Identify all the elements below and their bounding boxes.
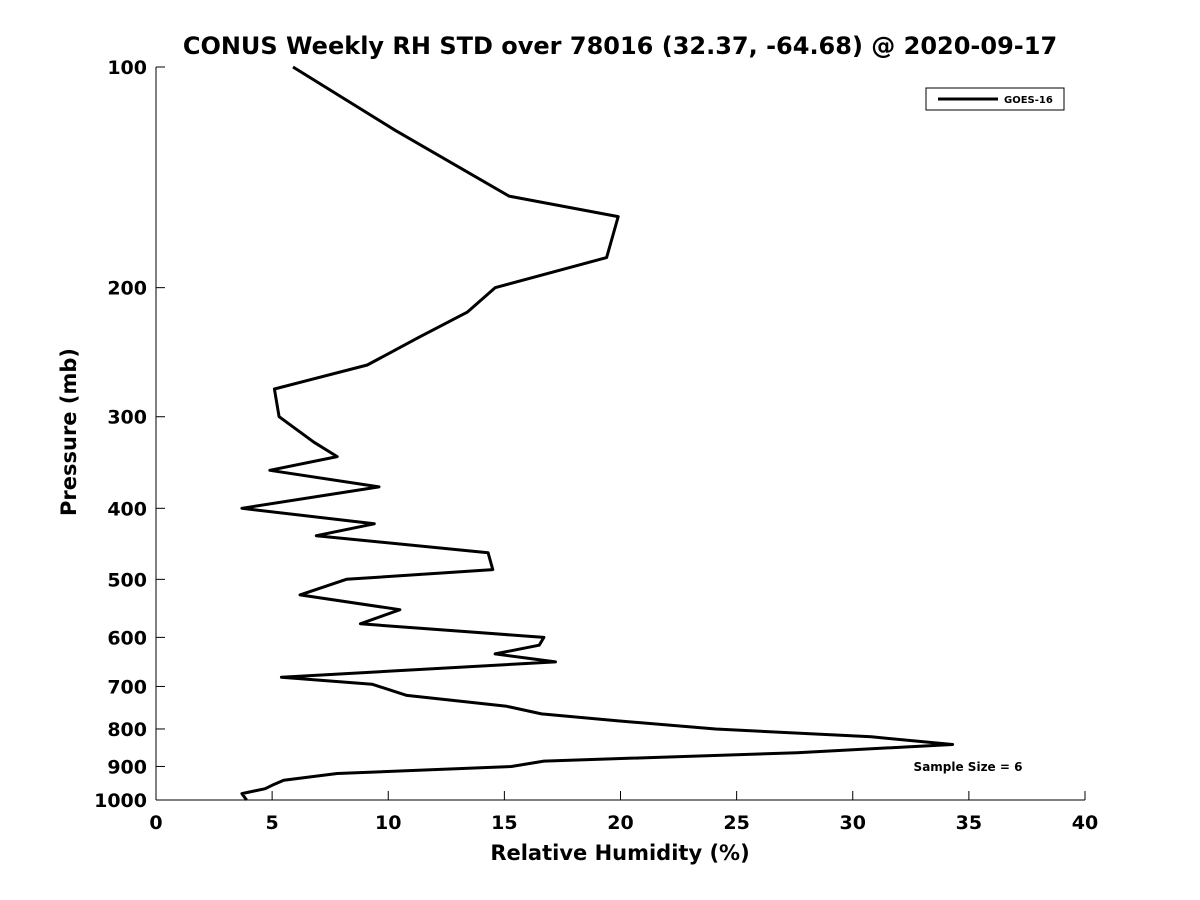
x-tick-label: 10 [375, 812, 401, 834]
series-line-goes-16 [240, 65, 955, 801]
x-tick-label: 15 [491, 812, 517, 834]
chart-title: CONUS Weekly RH STD over 78016 (32.37, -… [183, 32, 1057, 60]
x-tick-label: 0 [149, 812, 162, 834]
y-tick-label: 400 [107, 498, 147, 520]
x-tick-label: 35 [956, 812, 982, 834]
y-tick-label: 1000 [94, 790, 147, 812]
legend-entry-label: GOES-16 [1004, 95, 1053, 106]
y-axis-label: Pressure (mb) [57, 348, 81, 516]
sample-size-annotation: Sample Size = 6 [914, 760, 1023, 774]
x-tick-label: 25 [723, 812, 749, 834]
x-axis-label: Relative Humidity (%) [490, 841, 749, 865]
x-tick-label: 20 [607, 812, 633, 834]
y-tick-label: 500 [107, 569, 147, 591]
x-tick-label: 5 [266, 812, 279, 834]
y-tick-label: 200 [107, 278, 147, 300]
y-tick-label: 100 [107, 57, 147, 79]
x-tick-label: 30 [840, 812, 866, 834]
y-tick-label: 700 [107, 676, 147, 698]
y-tick-label: 800 [107, 719, 147, 741]
plot-area: 0 5 10 15 20 25 30 35 40 100 200 300 400 500 600 700 800… [94, 57, 1098, 834]
x-tick-label: 40 [1072, 812, 1098, 834]
y-tick-label: 900 [107, 756, 147, 778]
y-tick-label: 600 [107, 627, 147, 649]
y-tick-label: 300 [107, 407, 147, 429]
